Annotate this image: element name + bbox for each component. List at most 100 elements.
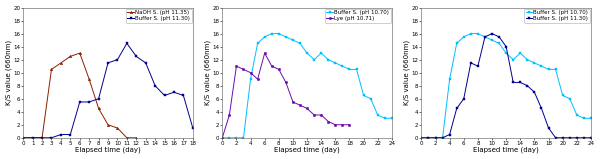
Buffer S. (pH 11.30)	[161, 94, 168, 96]
Buffer S. (pH 10.70)	[418, 137, 425, 139]
Buffer S. (pH 10.70)	[332, 62, 339, 64]
Buffer S. (pH 10.70)	[474, 33, 481, 35]
Line: Buffer S. (pH 10.70): Buffer S. (pH 10.70)	[221, 32, 393, 139]
Buffer S. (pH 11.30)	[180, 94, 187, 96]
Buffer S. (pH 10.70)	[524, 59, 531, 61]
Lye (pH 10.71)	[268, 65, 275, 67]
Buffer S. (pH 10.70)	[432, 137, 439, 139]
Buffer S. (pH 10.70)	[467, 33, 475, 35]
Lye (pH 10.71)	[254, 78, 261, 80]
Buffer S. (pH 11.30)	[170, 91, 178, 93]
Buffer S. (pH 10.70)	[496, 42, 503, 44]
NaOH S. (pH 11.35)	[20, 137, 27, 139]
Buffer S. (pH 11.30)	[432, 137, 439, 139]
Buffer S. (pH 10.70)	[275, 33, 283, 35]
Lye (pH 10.71)	[233, 65, 240, 67]
Buffer S. (pH 10.70)	[538, 65, 545, 67]
Buffer S. (pH 10.70)	[317, 52, 325, 54]
Buffer S. (pH 11.30)	[531, 91, 538, 93]
Y-axis label: K/S value (660nm): K/S value (660nm)	[205, 40, 211, 105]
Buffer S. (pH 11.30)	[566, 137, 574, 139]
Lye (pH 10.71)	[296, 104, 304, 106]
Buffer S. (pH 10.70)	[517, 52, 524, 54]
Lye (pH 10.71)	[218, 137, 226, 139]
NaOH S. (pH 11.35)	[104, 124, 112, 126]
Buffer S. (pH 10.70)	[552, 69, 559, 70]
Buffer S. (pH 11.30)	[446, 134, 453, 135]
Buffer S. (pH 11.30)	[460, 98, 467, 100]
Buffer S. (pH 11.30)	[38, 137, 46, 139]
Buffer S. (pH 10.70)	[545, 69, 552, 70]
Buffer S. (pH 10.70)	[503, 52, 510, 54]
Buffer S. (pH 11.30)	[509, 81, 517, 83]
Buffer S. (pH 11.30)	[496, 36, 503, 38]
NaOH S. (pH 11.35)	[76, 52, 83, 54]
Buffer S. (pH 10.70)	[488, 39, 496, 41]
Buffer S. (pH 11.30)	[86, 101, 93, 103]
Buffer S. (pH 11.30)	[488, 33, 496, 35]
Buffer S. (pH 10.70)	[233, 137, 240, 139]
Buffer S. (pH 10.70)	[446, 78, 453, 80]
Buffer S. (pH 10.70)	[353, 69, 360, 70]
Lye (pH 10.71)	[325, 121, 332, 122]
Buffer S. (pH 11.30)	[133, 55, 140, 57]
NaOH S. (pH 11.35)	[86, 78, 93, 80]
Buffer S. (pH 10.70)	[325, 59, 332, 61]
Buffer S. (pH 10.70)	[367, 98, 374, 100]
Buffer S. (pH 10.70)	[460, 36, 467, 38]
Buffer S. (pH 11.30)	[580, 137, 587, 139]
Buffer S. (pH 11.30)	[67, 134, 74, 135]
Buffer S. (pH 11.30)	[95, 98, 102, 100]
Legend: Buffer S. (pH 10.70), Buffer S. (pH 11.30): Buffer S. (pH 10.70), Buffer S. (pH 11.3…	[524, 9, 590, 23]
Buffer S. (pH 11.30)	[503, 46, 510, 48]
Buffer S. (pH 11.30)	[552, 137, 559, 139]
Buffer S. (pH 11.30)	[538, 107, 545, 109]
Line: Lye (pH 10.71): Lye (pH 10.71)	[221, 52, 351, 139]
Buffer S. (pH 11.30)	[29, 137, 36, 139]
Buffer S. (pH 11.30)	[573, 137, 580, 139]
Buffer S. (pH 11.30)	[189, 127, 196, 129]
Buffer S. (pH 10.70)	[254, 42, 261, 44]
Buffer S. (pH 10.70)	[425, 137, 432, 139]
Lye (pH 10.71)	[226, 114, 233, 116]
Buffer S. (pH 10.70)	[304, 52, 311, 54]
Buffer S. (pH 10.70)	[289, 39, 296, 41]
Buffer S. (pH 10.70)	[374, 114, 382, 116]
Buffer S. (pH 10.70)	[346, 69, 353, 70]
Buffer S. (pH 11.30)	[474, 65, 481, 67]
Lye (pH 10.71)	[275, 69, 283, 70]
Buffer S. (pH 10.70)	[559, 94, 566, 96]
Legend: NaOH S. (pH 11.35), Buffer S. (pH 11.30): NaOH S. (pH 11.35), Buffer S. (pH 11.30)	[125, 9, 191, 23]
Buffer S. (pH 10.70)	[226, 137, 233, 139]
Buffer S. (pH 11.30)	[587, 137, 595, 139]
Buffer S. (pH 10.70)	[261, 36, 268, 38]
Buffer S. (pH 11.30)	[481, 36, 488, 38]
X-axis label: Elapsed time (day): Elapsed time (day)	[274, 147, 340, 153]
NaOH S. (pH 11.35)	[29, 137, 36, 139]
Buffer S. (pH 11.30)	[58, 134, 65, 135]
Buffer S. (pH 11.30)	[439, 137, 446, 139]
Line: NaOH S. (pH 11.35): NaOH S. (pH 11.35)	[22, 52, 137, 139]
Line: Buffer S. (pH 11.30): Buffer S. (pH 11.30)	[420, 32, 592, 139]
Buffer S. (pH 11.30)	[545, 127, 552, 129]
Lye (pH 10.71)	[304, 107, 311, 109]
Buffer S. (pH 11.30)	[467, 62, 475, 64]
Buffer S. (pH 11.30)	[142, 62, 149, 64]
Buffer S. (pH 10.70)	[439, 137, 446, 139]
Lye (pH 10.71)	[240, 69, 247, 70]
NaOH S. (pH 11.35)	[38, 137, 46, 139]
Line: Buffer S. (pH 10.70): Buffer S. (pH 10.70)	[420, 32, 592, 139]
Buffer S. (pH 11.30)	[418, 137, 425, 139]
Buffer S. (pH 10.70)	[580, 117, 587, 119]
Lye (pH 10.71)	[289, 101, 296, 103]
X-axis label: Elapsed time (day): Elapsed time (day)	[75, 147, 141, 153]
Buffer S. (pH 11.30)	[114, 59, 121, 61]
Buffer S. (pH 11.30)	[524, 85, 531, 87]
NaOH S. (pH 11.35)	[67, 55, 74, 57]
Buffer S. (pH 10.70)	[218, 137, 226, 139]
Buffer S. (pH 11.30)	[152, 85, 159, 87]
Buffer S. (pH 10.70)	[268, 33, 275, 35]
Buffer S. (pH 11.30)	[20, 137, 27, 139]
Lye (pH 10.71)	[282, 81, 289, 83]
Buffer S. (pH 10.70)	[360, 94, 367, 96]
